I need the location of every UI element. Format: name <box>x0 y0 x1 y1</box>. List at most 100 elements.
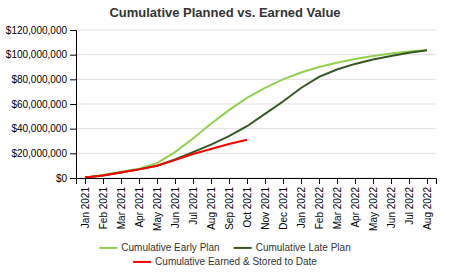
x-tick-label: Jun 2021 <box>170 187 181 229</box>
lines <box>85 50 427 177</box>
x-tick: Feb 2022 <box>314 178 325 229</box>
y-tick-label: $40,000,000 <box>11 123 67 134</box>
x-tick-label: Dec 2021 <box>278 187 289 230</box>
y-tick-mark <box>70 178 76 179</box>
series-line <box>85 50 427 177</box>
y-tick: $100,000,000 <box>6 49 76 60</box>
x-tick-mark <box>175 178 176 184</box>
legend-label: Cumulative Early Plan <box>121 242 219 253</box>
x-tick: Mar 2022 <box>332 178 343 229</box>
legend-item: Cumulative Early Plan <box>99 242 219 253</box>
y-tick: $80,000,000 <box>11 74 76 85</box>
y-tick-mark <box>70 55 76 56</box>
x-tick-label: Sep 2021 <box>224 187 235 230</box>
chart-svg: Cumulative Planned vs. Earned Value $0 $20… <box>0 0 450 273</box>
plot-area: $0 $20,000,000 $40,000,000 $60,000,000 $80,0… <box>6 25 437 231</box>
grid-line <box>76 104 436 105</box>
x-tick: Aug 2022 <box>422 178 433 230</box>
x-tick-mark <box>373 178 374 184</box>
grid <box>76 30 436 178</box>
legend-swatch <box>99 247 117 249</box>
y-tick-label: $120,000,000 <box>6 25 68 36</box>
x-tick-label: Jan 2021 <box>80 187 91 229</box>
x-tick: Sep 2021 <box>224 178 235 230</box>
x-tick: Dec 2021 <box>278 178 289 230</box>
x-tick: Nov 2021 <box>260 178 271 230</box>
x-tick-label: Jul 2022 <box>404 187 415 225</box>
x-tick: Jan 2022 <box>296 178 307 228</box>
legend-swatch <box>133 261 151 263</box>
y-tick-mark <box>70 79 76 80</box>
x-tick: Feb 2021 <box>98 178 109 229</box>
x-axis-line <box>77 179 437 185</box>
series-line <box>85 50 427 177</box>
x-tick-label: Jan 2022 <box>296 187 307 229</box>
x-tick-mark <box>139 178 140 184</box>
y-tick-label: $100,000,000 <box>6 49 68 60</box>
legend-item: Cumulative Earned & Stored to Date <box>133 256 317 267</box>
grid-line <box>76 79 436 80</box>
y-tick: $0 <box>56 173 76 184</box>
x-tick: Apr 2022 <box>350 178 361 228</box>
y-tick-mark <box>70 129 76 130</box>
x-tick: May 2021 <box>152 178 163 231</box>
x-tick: Jul 2022 <box>404 178 415 225</box>
y-tick: $120,000,000 <box>6 25 76 36</box>
x-tick-mark <box>229 178 230 184</box>
x-tick-label: Jun 2022 <box>386 187 397 229</box>
grid-line <box>76 128 436 129</box>
y-axis: $0 $20,000,000 $40,000,000 $60,000,000 $80,0… <box>6 25 77 184</box>
x-axis: Jan 2021 Feb 2021 Mar 2021 Apr 2021 May 2021… <box>77 178 437 231</box>
x-tick: Jul 2021 <box>188 178 199 225</box>
x-tick-label: May 2022 <box>368 187 379 231</box>
x-tick: Mar 2021 <box>116 178 127 229</box>
x-tick: Jan 2021 <box>80 178 91 228</box>
x-tick: Jun 2022 <box>386 178 397 228</box>
x-tick-mark <box>247 178 248 184</box>
x-tick-mark <box>193 178 194 184</box>
x-tick-mark <box>265 178 266 184</box>
x-tick-mark <box>319 178 320 184</box>
x-tick: May 2022 <box>368 178 379 231</box>
legend-swatch <box>234 247 252 249</box>
y-axis-line <box>70 31 77 179</box>
x-tick: Jun 2021 <box>170 178 181 228</box>
x-tick-mark <box>427 178 428 184</box>
legend-label: Cumulative Earned & Stored to Date <box>155 256 317 267</box>
x-tick-label: Mar 2022 <box>332 187 343 230</box>
x-tick-mark <box>409 178 410 184</box>
x-tick-label: Oct 2021 <box>242 187 253 228</box>
x-tick-label: Aug 2022 <box>422 187 433 230</box>
x-tick-mark <box>121 178 122 184</box>
x-tick-label: May 2021 <box>152 187 163 231</box>
x-tick-mark <box>301 178 302 184</box>
x-tick: Aug 2021 <box>206 178 217 230</box>
legend: Cumulative Early Plan Cumulative Late Pla… <box>99 242 350 267</box>
x-tick-label: Nov 2021 <box>260 187 271 230</box>
y-tick-label: $20,000,000 <box>11 148 67 159</box>
series-line <box>85 140 247 178</box>
y-tick-label: $60,000,000 <box>11 99 67 110</box>
chart-container: Cumulative Planned vs. Earned Value $0 $20… <box>0 0 450 273</box>
x-tick-label: Feb 2021 <box>98 187 109 230</box>
y-tick-mark <box>70 153 76 154</box>
y-tick-mark <box>70 104 76 105</box>
x-tick-mark <box>283 178 284 184</box>
y-tick: $60,000,000 <box>11 99 76 110</box>
legend-label: Cumulative Late Plan <box>256 242 351 253</box>
x-tick-mark <box>391 178 392 184</box>
x-tick: Oct 2021 <box>242 178 253 228</box>
x-tick: Apr 2021 <box>134 178 145 228</box>
x-tick-mark <box>157 178 158 184</box>
y-tick-label: $80,000,000 <box>11 74 67 85</box>
y-tick-label: $0 <box>56 173 68 184</box>
grid-line <box>76 30 436 31</box>
x-tick-mark <box>355 178 356 184</box>
x-tick-label: Apr 2022 <box>350 187 361 228</box>
legend-item: Cumulative Late Plan <box>234 242 351 253</box>
x-tick-mark <box>211 178 212 184</box>
x-tick-mark <box>337 178 338 184</box>
y-tick: $20,000,000 <box>11 148 76 159</box>
chart-title: Cumulative Planned vs. Earned Value <box>109 5 340 20</box>
x-tick-label: Jul 2021 <box>188 187 199 225</box>
